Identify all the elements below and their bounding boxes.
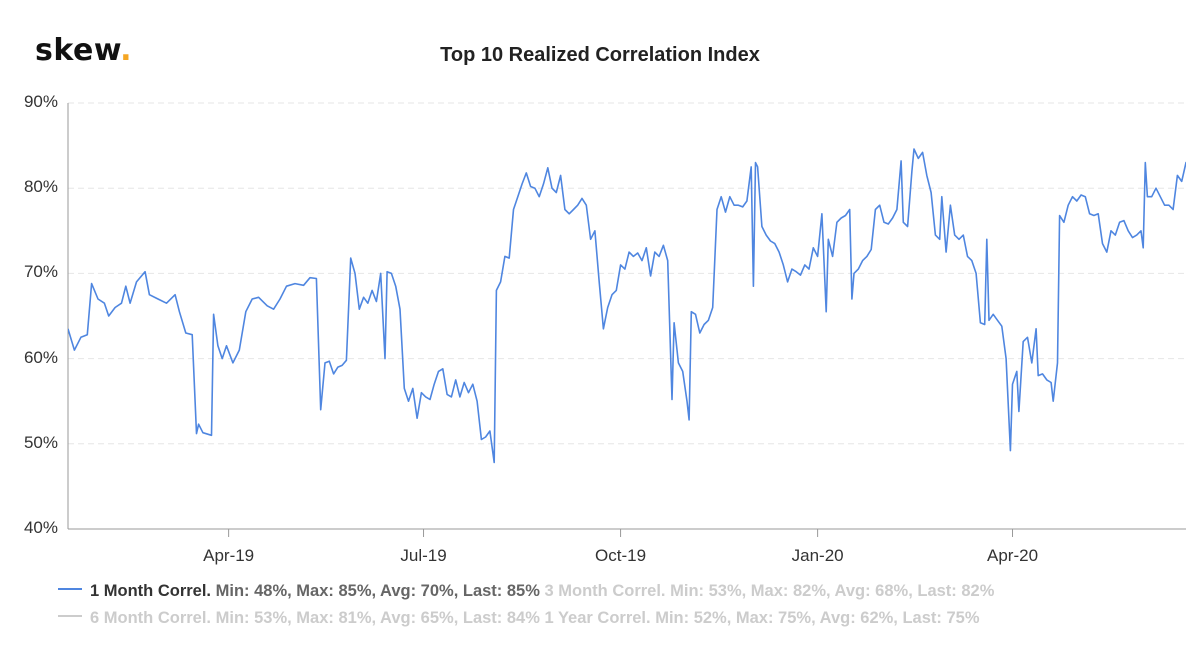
legend-item-1-month[interactable]: 1 Month Correl. Min: 48%, Max: 85%, Avg:…	[58, 582, 540, 601]
x-tick-label: Jan-20	[791, 546, 844, 565]
brand-name: skew	[35, 33, 121, 68]
legend-name: 1 Year Correl.	[544, 609, 651, 627]
brand-dot: .	[120, 33, 133, 68]
legend-item-3-month[interactable]: 3 Month Correl. Min: 53%, Max: 82%, Avg:…	[545, 582, 995, 601]
x-tick-label: Apr-19	[203, 546, 255, 565]
x-tick-label: Apr-20	[987, 546, 1039, 565]
chart-title: Top 10 Realized Correlation Index	[440, 44, 760, 66]
legend-stats: Min: 53%, Max: 82%, Avg: 68%, Last: 82%	[670, 582, 995, 600]
legend-name: 3 Month Correl.	[544, 582, 666, 600]
y-tick-label: 60%	[23, 347, 58, 367]
legend-item-1-year[interactable]: 1 Year Correl. Min: 52%, Max: 75%, Avg: …	[545, 609, 980, 628]
legend-swatch-6-month	[58, 614, 82, 617]
x-tick-label: Jul-19	[400, 546, 447, 565]
y-tick-label: 40%	[23, 518, 58, 537]
legend-item-6-month[interactable]: 6 Month Correl. Min: 53%, Max: 81%, Avg:…	[58, 609, 540, 628]
x-tick-label: Oct-19	[595, 546, 647, 565]
series-line-1-month	[68, 148, 1186, 464]
legend-name: 1 Month Correl.	[90, 582, 212, 600]
legend-stats: Min: 53%, Max: 81%, Avg: 65%, Last: 84%	[215, 609, 540, 627]
legend-swatch-1-month	[58, 587, 82, 590]
y-tick-label: 80%	[23, 177, 58, 197]
legend-row-1: 1 Month Correl. Min: 48%, Max: 85%, Avg:…	[58, 582, 994, 601]
legend-stats: Min: 52%, Max: 75%, Avg: 62%, Last: 75%	[655, 609, 980, 627]
y-tick-label: 70%	[23, 262, 58, 282]
legend-stats: Min: 48%, Max: 85%, Avg: 70%, Last: 85%	[215, 582, 540, 600]
legend-row-2: 6 Month Correl. Min: 53%, Max: 81%, Avg:…	[58, 609, 980, 628]
brand-logo: skew.	[35, 33, 132, 68]
y-tick-label: 90%	[23, 92, 58, 111]
y-tick-label: 50%	[23, 432, 58, 452]
legend-name: 6 Month Correl.	[90, 609, 212, 627]
